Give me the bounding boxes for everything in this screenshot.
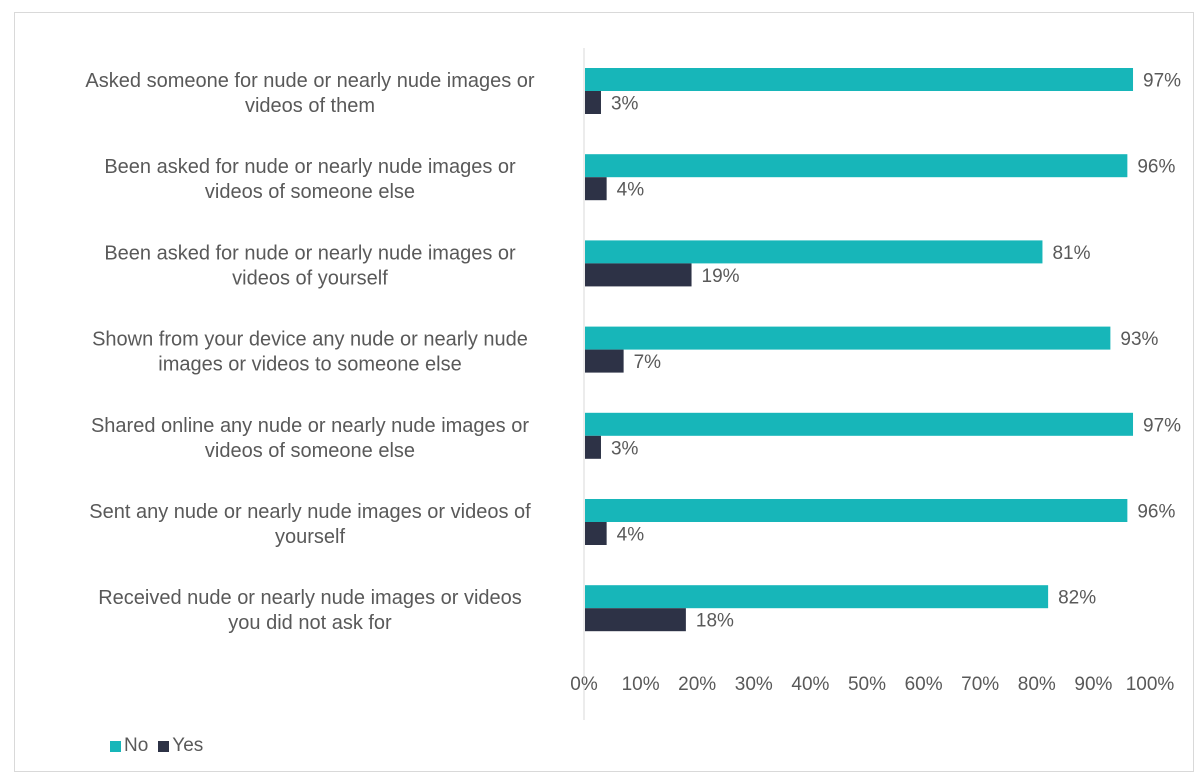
bar-yes-3 (585, 349, 624, 373)
x-tick-label: 50% (848, 674, 886, 695)
chart-frame (14, 12, 1194, 772)
bar-yes-6 (585, 608, 686, 632)
category-label-line: Asked someone for nude or nearly nude im… (85, 70, 534, 92)
bars-group (585, 68, 1134, 632)
legend: No Yes (110, 735, 203, 757)
x-tick-label: 60% (905, 674, 943, 695)
category-label-2: Been asked for nude or nearly nude image… (104, 242, 516, 289)
legend-swatch-no (110, 740, 121, 752)
category-label-line: Been asked for nude or nearly nude image… (104, 156, 516, 178)
category-label-line: Shared online any nude or nearly nude im… (91, 415, 529, 437)
value-label-yes-1: 4% (617, 180, 645, 201)
category-label-line: videos of someone else (205, 440, 415, 462)
value-label-yes-3: 7% (634, 352, 662, 373)
bar-yes-5 (585, 522, 607, 545)
bar-no-5 (585, 499, 1128, 522)
category-label-line: Shown from your device any nude or nearl… (92, 329, 528, 351)
value-label-no-3: 93% (1120, 329, 1158, 350)
category-label-line: Been asked for nude or nearly nude image… (104, 242, 516, 264)
x-tick-label: 40% (791, 674, 829, 695)
x-tick-label: 80% (1018, 674, 1056, 695)
bar-no-1 (585, 154, 1128, 178)
x-tick-label: 30% (735, 674, 773, 695)
value-label-yes-5: 4% (617, 525, 645, 546)
x-tick-label: 100% (1126, 674, 1175, 695)
category-label-line: Sent any nude or nearly nude images or v… (89, 501, 531, 523)
category-label-line: yourself (275, 526, 345, 548)
bar-yes-2 (585, 263, 692, 287)
category-label-0: Asked someone for nude or nearly nude im… (85, 70, 534, 117)
x-tick-label: 0% (570, 674, 598, 695)
x-tick-label: 10% (622, 674, 660, 695)
value-label-yes-2: 19% (702, 266, 740, 287)
bar-yes-1 (585, 177, 607, 201)
value-label-no-5: 96% (1137, 502, 1175, 523)
category-label-3: Shown from your device any nude or nearl… (92, 329, 528, 376)
x-tick-label: 90% (1074, 674, 1112, 695)
value-label-yes-4: 3% (611, 438, 639, 459)
category-label-line: you did not ask for (228, 612, 392, 634)
legend-swatch-yes (158, 740, 170, 752)
category-labels: Asked someone for nude or nearly nude im… (85, 70, 534, 634)
legend-item-no: No (110, 735, 148, 757)
category-label-line: videos of someone else (205, 181, 415, 203)
legend-label-yes: Yes (172, 735, 204, 756)
x-tick-labels: 0% 10% 20% 30% 40% 50% 60% 70% 80% 90% 100% (570, 674, 1174, 695)
value-labels: 97% 3% 96% 4% 81% 19% 93% 7% 97% 3% 96% 4% 82% 18% (611, 71, 1181, 632)
legend-item-yes: Yes (158, 735, 203, 757)
value-label-no-2: 81% (1052, 243, 1090, 264)
category-label-6: Received nude or nearly nude images or v… (98, 587, 522, 634)
category-label-line: images or videos to someone else (158, 354, 462, 376)
bar-yes-4 (585, 435, 601, 459)
category-label-1: Been asked for nude or nearly nude image… (104, 156, 516, 203)
value-label-yes-0: 3% (611, 94, 639, 115)
category-label-line: Received nude or nearly nude images or v… (98, 587, 522, 609)
value-label-no-1: 96% (1137, 157, 1175, 178)
x-tick-label: 70% (961, 674, 999, 695)
bar-no-6 (585, 585, 1049, 609)
bar-no-4 (585, 412, 1134, 436)
value-label-no-6: 82% (1058, 588, 1096, 609)
bar-no-0 (585, 68, 1134, 91)
value-label-yes-6: 18% (696, 611, 734, 632)
bar-no-2 (585, 240, 1043, 264)
value-label-no-4: 97% (1143, 415, 1181, 436)
category-label-5: Sent any nude or nearly nude images or v… (89, 501, 531, 548)
legend-label-no: No (124, 735, 149, 756)
category-label-4: Shared online any nude or nearly nude im… (91, 415, 529, 462)
x-tick-label: 20% (678, 674, 716, 695)
bar-yes-0 (585, 91, 601, 114)
value-label-no-0: 97% (1143, 71, 1181, 92)
category-label-line: videos of yourself (232, 267, 388, 289)
category-label-line: videos of them (245, 95, 375, 117)
bar-no-3 (585, 326, 1111, 350)
